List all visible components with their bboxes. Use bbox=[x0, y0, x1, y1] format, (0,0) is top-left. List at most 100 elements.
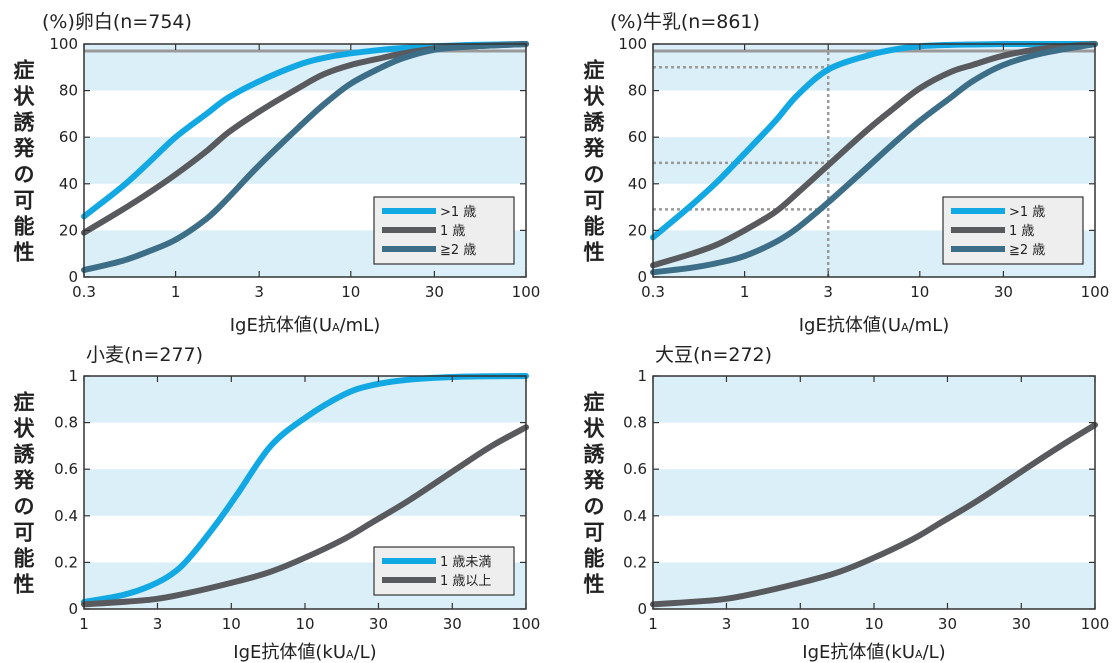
y-axis-label-char: 性 bbox=[14, 241, 35, 265]
y-axis-label-char: 誘 bbox=[584, 443, 606, 467]
x-tick-label: 30 bbox=[994, 283, 1013, 301]
y-axis-label-char: 発 bbox=[583, 137, 606, 161]
x-tick-label: 3 bbox=[254, 283, 264, 301]
x-tick-label: 10 bbox=[910, 283, 929, 301]
y-tick-label: 0 bbox=[68, 600, 78, 618]
y-axis-label-char: 発 bbox=[13, 469, 36, 493]
x-axis-label: IgE抗体値(kUA/L) bbox=[802, 642, 945, 663]
y-axis-label-char: 性 bbox=[584, 241, 605, 265]
panel-2: 0 20 40 60 80 100 0.3 1 3 10 30 100 (%)牛乳(n=861) 症状誘発… bbox=[583, 11, 1110, 336]
y-axis-label-char: 発 bbox=[13, 137, 36, 161]
legend-label-2: 1 歳 bbox=[440, 224, 465, 239]
y-axis-label-char: 症 bbox=[584, 391, 605, 415]
x-tick-label: 30 bbox=[369, 615, 388, 633]
series-line-1 bbox=[650, 421, 1098, 608]
y-tick-label: 20 bbox=[628, 221, 647, 239]
y-tick-label: 1 bbox=[637, 367, 647, 385]
x-tick-label: 100 bbox=[1081, 615, 1110, 633]
y-tick-label: 0 bbox=[68, 268, 78, 286]
y-axis-label-char: 症 bbox=[584, 59, 605, 83]
y-axis-label-char: 誘 bbox=[14, 443, 36, 467]
y-axis-label-char: 性 bbox=[584, 573, 605, 597]
y-tick-label: 60 bbox=[59, 128, 78, 146]
series-line-2 bbox=[650, 41, 1098, 269]
y-tick-label: 40 bbox=[59, 175, 78, 193]
x-axis-label: IgE抗体値(UA/mL) bbox=[799, 315, 950, 336]
y-axis-label-char: 発 bbox=[583, 469, 606, 493]
x-tick-label: 10 bbox=[791, 615, 810, 633]
band-2 bbox=[84, 137, 526, 184]
x-axis-label: IgE抗体値(UA/mL) bbox=[230, 315, 381, 336]
series-line-3 bbox=[81, 41, 529, 273]
y-axis-label-char: 状 bbox=[14, 417, 36, 441]
legend-label-1: 1 歳未満 bbox=[440, 555, 491, 570]
y-tick-label: 0.4 bbox=[623, 507, 647, 525]
y-axis-label-char: の bbox=[14, 163, 35, 187]
legend-label-1: >1 歳 bbox=[1009, 205, 1045, 220]
y-tick-label: 1 bbox=[68, 367, 78, 385]
y-axis-label-char: 誘 bbox=[14, 111, 36, 135]
panel-1: 0 20 40 60 80 100 0.3 1 3 10 30 100 (%)卵白(n=754) 症状誘発… bbox=[13, 11, 541, 336]
y-axis-label-char: の bbox=[14, 495, 35, 519]
legend-label-3: ≧2 歳 bbox=[440, 243, 476, 258]
x-tick-label: 10 bbox=[295, 615, 314, 633]
x-tick-label: 0.3 bbox=[641, 283, 665, 301]
band-3 bbox=[653, 376, 1095, 423]
y-tick-label: 0.8 bbox=[623, 414, 647, 432]
y-tick-label: 40 bbox=[628, 175, 647, 193]
x-tick-label: 3 bbox=[722, 615, 732, 633]
legend-label-3: ≧2 歳 bbox=[1009, 243, 1045, 258]
legend-label-2: 1 歳以上 bbox=[440, 574, 491, 589]
x-tick-label: 10 bbox=[341, 283, 360, 301]
plot-frame bbox=[652, 43, 1096, 278]
y-axis-label-char: の bbox=[584, 495, 605, 519]
x-tick-label: 10 bbox=[864, 615, 883, 633]
series-line-1 bbox=[81, 373, 529, 605]
y-axis-label-char: 能 bbox=[584, 547, 605, 571]
series-line-2 bbox=[81, 424, 529, 608]
legend-label-1: >1 歳 bbox=[440, 205, 476, 220]
y-axis-label-char: 状 bbox=[584, 85, 606, 109]
y-axis-label-char: 能 bbox=[584, 215, 605, 239]
legend-box bbox=[373, 546, 515, 596]
y-axis-label-char: 能 bbox=[14, 547, 35, 571]
y-axis-label-char: 可 bbox=[584, 521, 605, 545]
x-tick-label: 1 bbox=[740, 283, 750, 301]
panel-4: 0 0.2 0.4 0.6 0.8 1 1 3 10 10 30 30 100 大豆(n=272) 症状誘発… bbox=[583, 344, 1110, 663]
chart-title: (%)牛乳(n=861) bbox=[610, 11, 760, 33]
x-axis-label: IgE抗体値(kUA/L) bbox=[233, 642, 376, 663]
x-tick-label: 1 bbox=[171, 283, 181, 301]
y-axis-label-char: 可 bbox=[14, 521, 35, 545]
x-tick-label: 30 bbox=[425, 283, 444, 301]
y-axis-label-char: 性 bbox=[14, 573, 35, 597]
y-tick-label: 0.2 bbox=[623, 553, 647, 571]
y-tick-label: 80 bbox=[59, 82, 78, 100]
y-axis-label-char: 能 bbox=[14, 215, 35, 239]
y-tick-label: 0.6 bbox=[623, 460, 647, 478]
x-tick-label: 30 bbox=[938, 615, 957, 633]
series-line-3 bbox=[650, 41, 1098, 276]
x-tick-label: 3 bbox=[823, 283, 833, 301]
x-tick-label: 30 bbox=[1012, 615, 1031, 633]
x-tick-label: 0.3 bbox=[72, 283, 96, 301]
x-tick-label: 100 bbox=[512, 615, 541, 633]
x-tick-label: 1 bbox=[648, 615, 658, 633]
x-tick-label: 10 bbox=[222, 615, 241, 633]
y-axis-label-char: 誘 bbox=[584, 111, 606, 135]
y-tick-label: 80 bbox=[628, 82, 647, 100]
y-axis-label-char: 症 bbox=[14, 59, 35, 83]
y-tick-label: 0 bbox=[637, 268, 647, 286]
x-tick-label: 100 bbox=[1081, 283, 1110, 301]
y-axis-label-char: 可 bbox=[584, 189, 605, 213]
y-tick-label: 0.8 bbox=[54, 414, 78, 432]
plot-frame bbox=[83, 43, 527, 278]
y-tick-label: 20 bbox=[59, 221, 78, 239]
y-tick-label: 60 bbox=[628, 128, 647, 146]
band-2 bbox=[653, 469, 1095, 516]
y-tick-label: 100 bbox=[49, 35, 78, 53]
legend: 1 歳未満 1 歳以上 bbox=[373, 546, 515, 596]
legend-label-2: 1 歳 bbox=[1009, 224, 1034, 239]
